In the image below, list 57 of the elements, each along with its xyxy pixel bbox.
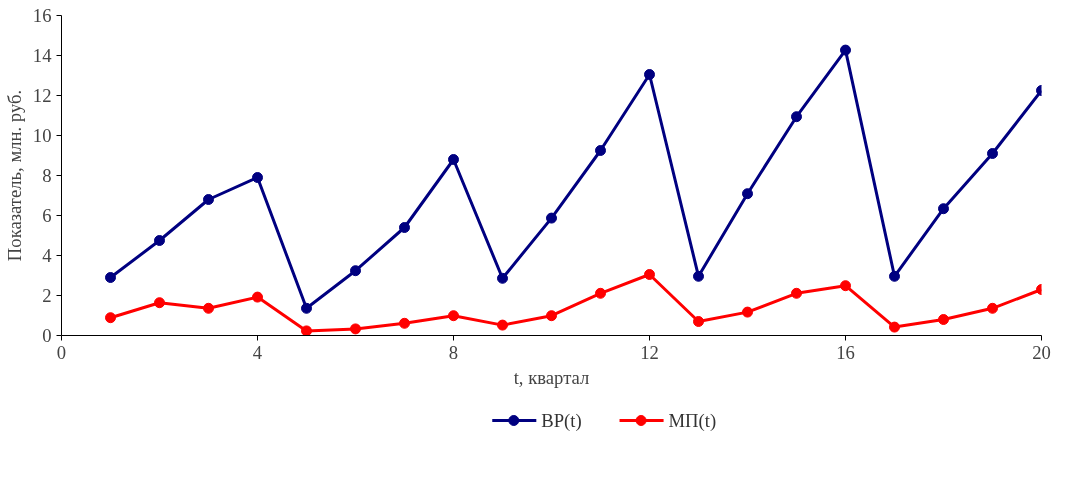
x-tick-label: 4: [252, 341, 263, 363]
point: [301, 302, 312, 314]
point: [154, 297, 165, 309]
point: [693, 270, 704, 282]
point: [448, 154, 459, 165]
y-axis-title: Показатель, млн. руб.: [3, 89, 25, 262]
point: [301, 325, 312, 336]
point: [693, 316, 704, 327]
y-tick-label: 0: [42, 325, 52, 346]
point: [987, 302, 998, 314]
y-tick-label: 6: [42, 205, 52, 226]
point: [595, 145, 606, 156]
point: [938, 203, 949, 215]
point: [252, 172, 263, 183]
point: [889, 321, 900, 333]
point: [497, 319, 508, 331]
point: [791, 287, 802, 299]
x-tick-label: 12: [640, 341, 659, 363]
point: [203, 194, 214, 205]
point: [203, 302, 214, 314]
point: [889, 270, 900, 282]
point: [399, 222, 410, 233]
point: [399, 317, 410, 329]
point: [987, 148, 998, 159]
point: [105, 272, 116, 283]
point: [742, 306, 753, 318]
x-tick-label: 20: [1032, 341, 1051, 363]
point: [546, 212, 557, 224]
y-tick-label: 8: [42, 165, 52, 186]
legend-label: ВР(t): [541, 410, 582, 432]
point: [350, 323, 361, 335]
legend-label: МП(t): [668, 410, 717, 432]
y-tick-label: 14: [32, 45, 53, 66]
point: [840, 280, 851, 292]
y-tick-label: 10: [32, 125, 52, 146]
y-tick-label: 16: [32, 5, 52, 26]
y-tick-label: 4: [42, 245, 53, 266]
point: [252, 291, 263, 303]
point: [497, 272, 508, 284]
point: [350, 265, 361, 277]
y-tick-label: 12: [32, 85, 52, 106]
x-tick-label: 8: [448, 341, 459, 363]
x-axis-title: t, квартал: [513, 366, 590, 388]
x-tick-label: 16: [836, 341, 855, 363]
point: [595, 287, 606, 299]
point: [448, 310, 459, 322]
point: [791, 111, 802, 123]
point: [938, 314, 949, 325]
point: [644, 269, 655, 280]
point: [840, 44, 851, 56]
point: [644, 69, 655, 80]
point: [105, 312, 116, 324]
x-tick-label: 0: [56, 341, 67, 363]
point: [154, 235, 165, 246]
y-tick-label: 2: [42, 285, 52, 306]
point: [742, 188, 753, 200]
point: [546, 310, 557, 322]
